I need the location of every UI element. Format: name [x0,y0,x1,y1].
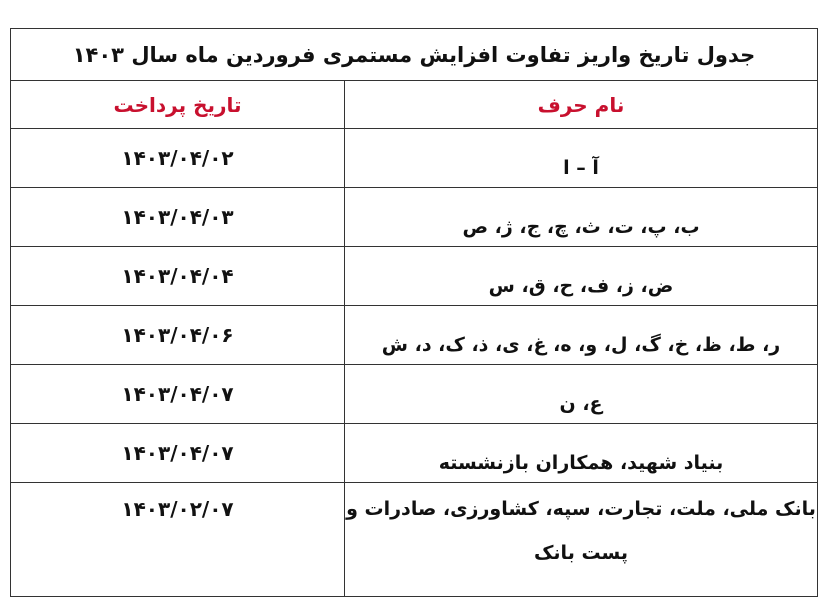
row-date: ۱۴۰۳/۰۴/۰۲ [10,128,345,188]
row-date: ۱۴۰۳/۰۴/۰۷ [10,364,345,424]
header-name: نام حرف [344,80,818,129]
row-name: آ – ا [344,128,818,188]
table-row: آ – ا ۱۴۰۳/۰۴/۰۲ [10,128,818,188]
table-title: جدول تاریخ واریز تفاوت افزایش مستمری فرو… [10,28,818,81]
table-row: بانک ملی، ملت، تجارت، سپه، کشاورزی، صادر… [10,482,818,597]
header-date: تاریخ پرداخت [10,80,345,129]
row-name: ع، ن [344,364,818,424]
table-row: ر، ط، ظ، خ، گ، ل، و، ه، غ، ی، ذ، ک، د، ش… [10,305,818,365]
row-name: بنیاد شهید، همکاران بازنشسته [344,423,818,483]
row-date: ۱۴۰۳/۰۴/۰۴ [10,246,345,306]
row-name: ب، پ، ت، ث، چ، ج، ژ، ص [344,187,818,247]
payment-schedule-table: جدول تاریخ واریز تفاوت افزایش مستمری فرو… [10,28,818,597]
row-date: ۱۴۰۳/۰۲/۰۷ [10,482,345,597]
table-row: ب، پ، ت، ث، چ، ج، ژ، ص ۱۴۰۳/۰۴/۰۳ [10,187,818,247]
row-name: بانک ملی، ملت، تجارت، سپه، کشاورزی، صادر… [344,482,818,597]
row-name: ض، ز، ف، ح، ق، س [344,246,818,306]
row-name: ر، ط، ظ، خ، گ، ل، و، ه، غ، ی، ذ، ک، د، ش [344,305,818,365]
table-row: ع، ن ۱۴۰۳/۰۴/۰۷ [10,364,818,424]
table-row: ض، ز، ف، ح، ق، س ۱۴۰۳/۰۴/۰۴ [10,246,818,306]
row-date: ۱۴۰۳/۰۴/۰۷ [10,423,345,483]
row-date: ۱۴۰۳/۰۴/۰۳ [10,187,345,247]
row-date: ۱۴۰۳/۰۴/۰۶ [10,305,345,365]
table-row: بنیاد شهید، همکاران بازنشسته ۱۴۰۳/۰۴/۰۷ [10,423,818,483]
